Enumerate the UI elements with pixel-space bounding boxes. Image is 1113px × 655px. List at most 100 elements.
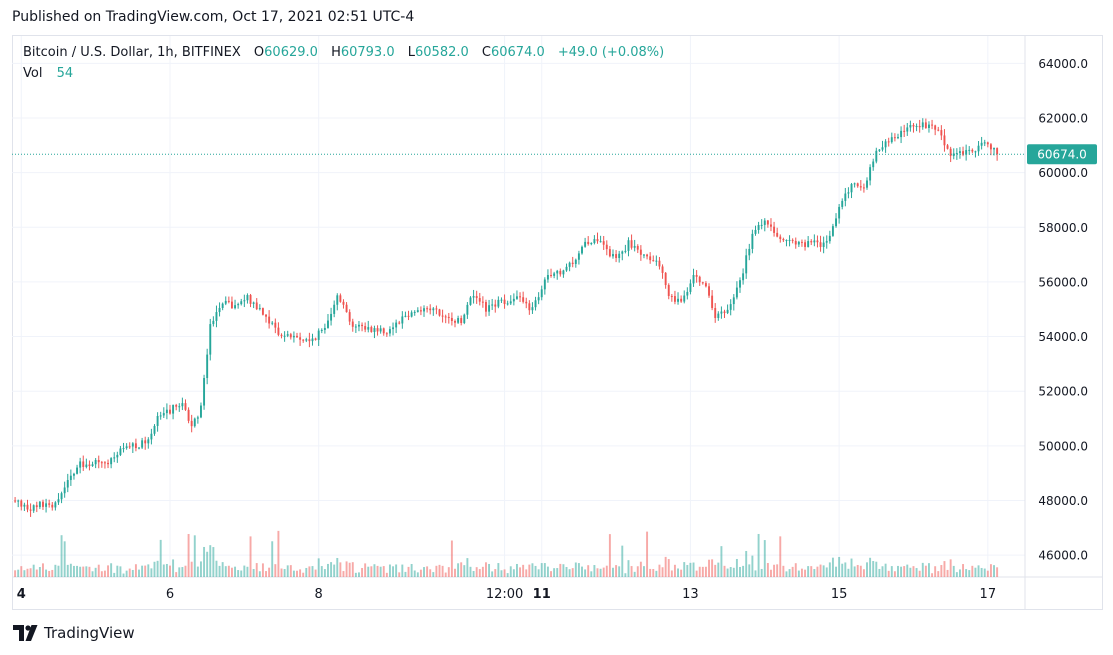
volume-bar [178, 567, 181, 577]
volume-bar [147, 564, 150, 577]
candle-body [763, 220, 766, 225]
candle-body [652, 260, 655, 262]
candle-body [252, 302, 255, 304]
volume-bar [866, 562, 868, 577]
volume-bar [261, 563, 264, 577]
candle-body [410, 312, 413, 317]
volume-bar [23, 570, 26, 577]
candle-body [615, 254, 618, 259]
volume-bar [512, 569, 515, 577]
candle-body [38, 501, 41, 508]
candle-body [866, 180, 868, 188]
candle-body [314, 338, 317, 340]
volume-bar [800, 568, 803, 577]
candle-body [426, 308, 429, 310]
candle-body [918, 125, 921, 128]
volume-bar [94, 567, 97, 577]
candle-body [423, 308, 425, 312]
volume-bar [955, 572, 958, 577]
candle-body [57, 499, 60, 503]
volume-bar [708, 559, 710, 577]
volume-bar [317, 558, 320, 577]
candle-body [739, 280, 741, 288]
tradingview-footer[interactable]: TradingView [13, 624, 135, 642]
volume-bar [822, 565, 825, 577]
volume-bar [323, 569, 326, 577]
volume-bar [587, 565, 590, 577]
candle-body [466, 304, 469, 315]
volume-bar [330, 562, 333, 577]
candle-body [531, 307, 534, 311]
volume-bar [63, 541, 66, 577]
volume-bar [249, 536, 252, 577]
candle-body [361, 324, 364, 327]
volume-bar [968, 570, 971, 577]
candle-body [193, 418, 196, 427]
volume-bar [138, 569, 140, 577]
candle-body [370, 327, 373, 332]
candle-body [72, 473, 75, 476]
volume-bar [770, 569, 772, 577]
candle-body [785, 240, 788, 242]
candle-body [773, 226, 776, 233]
volume-bar [299, 569, 302, 577]
volume-bar [475, 567, 478, 577]
volume-bar [649, 568, 652, 577]
volume-bar [357, 572, 360, 577]
candle-body [392, 327, 394, 330]
change-value: +49.0 (+0.08%) [557, 45, 665, 60]
candle-body [162, 413, 165, 416]
volume-bar [388, 564, 391, 577]
candle-body [546, 274, 549, 280]
candle-body [695, 275, 698, 277]
volume-bar [407, 566, 410, 577]
volume-bar [983, 568, 986, 577]
volume-bar [661, 567, 664, 577]
candle-body [525, 301, 528, 304]
candle-body [683, 295, 686, 302]
volume-bar [69, 563, 72, 577]
candle-body [735, 287, 738, 298]
volume-bar [54, 564, 57, 577]
volume-bar [289, 565, 292, 577]
volume-bar [450, 540, 453, 577]
volume-bar [485, 562, 487, 577]
candle-body [218, 307, 221, 313]
volume-bar [636, 566, 639, 577]
volume-bar [240, 570, 243, 577]
volume-bar [91, 571, 94, 577]
candle-body [813, 240, 816, 243]
volume-bar [395, 564, 398, 577]
candle-body [800, 241, 803, 243]
volume-bar [912, 566, 915, 577]
volume-bar [928, 563, 930, 577]
volume-bar [949, 559, 952, 577]
candle-body [890, 137, 893, 143]
candle-body [875, 150, 878, 162]
volume-bar [274, 564, 277, 577]
volume-bar [218, 565, 221, 577]
volume-bar [38, 567, 41, 577]
candle-body [240, 301, 243, 305]
candle-body [35, 505, 38, 508]
volume-bar [162, 564, 165, 577]
time-tick-label: 15 [831, 587, 848, 602]
candle-body [714, 308, 717, 318]
candle-body [878, 149, 881, 151]
candle-body [553, 273, 556, 276]
candle-body [782, 238, 785, 241]
candle-body [884, 141, 887, 148]
volume-bar [131, 569, 134, 577]
volume-bar [850, 558, 853, 577]
volume-bar [841, 563, 844, 577]
volume-bar [726, 568, 729, 577]
volume-bar [550, 571, 552, 577]
candle-body [946, 145, 949, 149]
candle-body [190, 420, 193, 427]
volume-bar [221, 562, 224, 577]
candle-body [543, 279, 546, 290]
candle-body [32, 505, 35, 511]
candle-body [203, 378, 206, 406]
candle-body [460, 318, 463, 323]
